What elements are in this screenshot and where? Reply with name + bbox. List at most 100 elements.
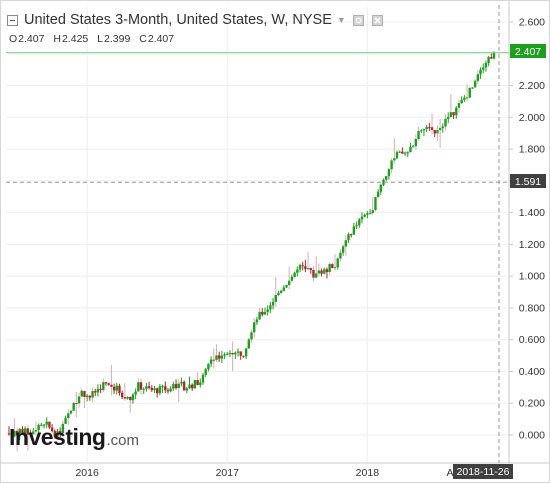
candle-body-up: [468, 87, 471, 98]
time-axis-truncated-label: A: [446, 467, 453, 479]
candle-body-down: [7, 433, 11, 435]
candle-body-up: [209, 359, 213, 364]
crosshair-date-label-bg: [453, 464, 513, 479]
high-label: H: [53, 33, 61, 45]
candle-body-down: [164, 386, 167, 391]
candle-body-up: [279, 290, 283, 293]
candle-body-down: [15, 430, 19, 436]
chart-overlay: [6, 5, 509, 463]
candle-body-up: [277, 292, 280, 296]
candle-body-up: [266, 309, 269, 312]
candle-body-up: [422, 129, 426, 131]
candle-body-down: [239, 351, 242, 356]
logo-text: Investing: [9, 424, 106, 450]
candle-body-down: [217, 355, 221, 359]
price-tick-label: 1.000: [519, 271, 545, 283]
candle-body-up: [172, 384, 175, 389]
candle-body-up: [323, 269, 326, 274]
candle-body-up: [395, 152, 399, 159]
candle-body-down: [94, 391, 97, 393]
candle-body-up: [298, 265, 302, 270]
candle-body-up: [347, 234, 350, 241]
candle-body-up: [417, 131, 420, 139]
candle-body-up: [96, 388, 100, 393]
candle-body-up: [465, 97, 469, 99]
candle-body-down: [261, 311, 264, 315]
close-label: C: [139, 33, 147, 45]
candle-body-up: [371, 210, 374, 214]
candle-body-up: [226, 353, 229, 355]
price-tick-label: 1.200: [519, 239, 545, 251]
candle-body-up: [339, 252, 342, 259]
chevron-down-icon[interactable]: ▼: [336, 15, 346, 25]
candle-body-down: [123, 397, 127, 399]
last-price-label: 2.407: [515, 46, 541, 58]
candle-body-up: [247, 339, 251, 349]
candle-body-up: [376, 191, 380, 198]
candle-body-up: [69, 410, 73, 414]
candle-body-up: [420, 130, 423, 132]
candle-body-up: [314, 273, 318, 278]
candle-body-down: [58, 431, 62, 434]
candle-body-down: [110, 384, 113, 387]
candle-body-up: [158, 386, 162, 394]
candle-body-up: [177, 383, 180, 389]
candle-body-up: [317, 270, 321, 274]
ohlc-readout: O2.407 H2.425 L2.399 C2.407: [9, 33, 384, 45]
candle-body-up: [67, 413, 70, 419]
candle-body-down: [21, 428, 24, 434]
candle-body-up: [296, 269, 299, 273]
candle-body-up: [91, 391, 94, 398]
candle-body-up: [142, 388, 145, 390]
candle-body-down: [242, 355, 245, 357]
symbol-title[interactable]: United States 3-Month, United States, W,…: [24, 12, 332, 28]
candle-body-up: [85, 395, 89, 398]
candle-body-down: [88, 395, 92, 398]
candle-body-down: [331, 264, 334, 268]
price-tick-label: 1.400: [519, 207, 545, 219]
candle-body-up: [360, 216, 364, 220]
candle-body-down: [166, 390, 170, 392]
candle-body-up: [460, 99, 463, 104]
candle-body-up: [333, 267, 337, 269]
price-tick-label: 0.000: [519, 430, 545, 442]
candle-body-up: [32, 431, 35, 434]
candle-body-down: [53, 431, 57, 437]
time-tick-label: 2017: [216, 467, 240, 479]
candle-body-up: [328, 264, 331, 273]
price-tick-label: 0.400: [519, 366, 545, 378]
price-tick-label: 0.600: [519, 334, 545, 346]
candle-body-up: [207, 363, 210, 370]
candle-body-up: [358, 219, 361, 226]
candle-body-down: [139, 382, 143, 390]
candle-body-down: [182, 381, 186, 391]
close-icon[interactable]: [372, 14, 384, 26]
candle-body-up: [403, 152, 407, 154]
candle-body-up: [393, 158, 396, 161]
candle-body-down: [155, 388, 159, 394]
logo-domain: .com: [106, 432, 139, 449]
candle-body-up: [263, 311, 267, 315]
candle-body-up: [72, 403, 75, 411]
candle-body-down: [304, 266, 307, 270]
candle-body-up: [145, 386, 148, 389]
settings-icon[interactable]: [353, 14, 365, 26]
candle-body-down: [48, 421, 51, 428]
candle-body-down: [50, 427, 54, 432]
candle-body-up: [220, 355, 224, 359]
candle-body-down: [75, 403, 78, 405]
price-tick-label: 2.600: [519, 17, 545, 29]
candle-body-down: [325, 269, 329, 273]
candle-body-down: [452, 112, 455, 116]
candle-body-down: [430, 127, 434, 130]
candle-body-up: [29, 433, 32, 435]
candle-body-up: [45, 421, 48, 425]
close-value: 2.407: [147, 33, 175, 45]
collapse-icon[interactable]: [7, 14, 18, 26]
candle-body-up: [102, 382, 105, 391]
low-value: 2.399: [104, 33, 131, 45]
candle-body-up: [169, 388, 172, 392]
candle-body-down: [433, 129, 436, 134]
candle-body-up: [252, 322, 256, 333]
